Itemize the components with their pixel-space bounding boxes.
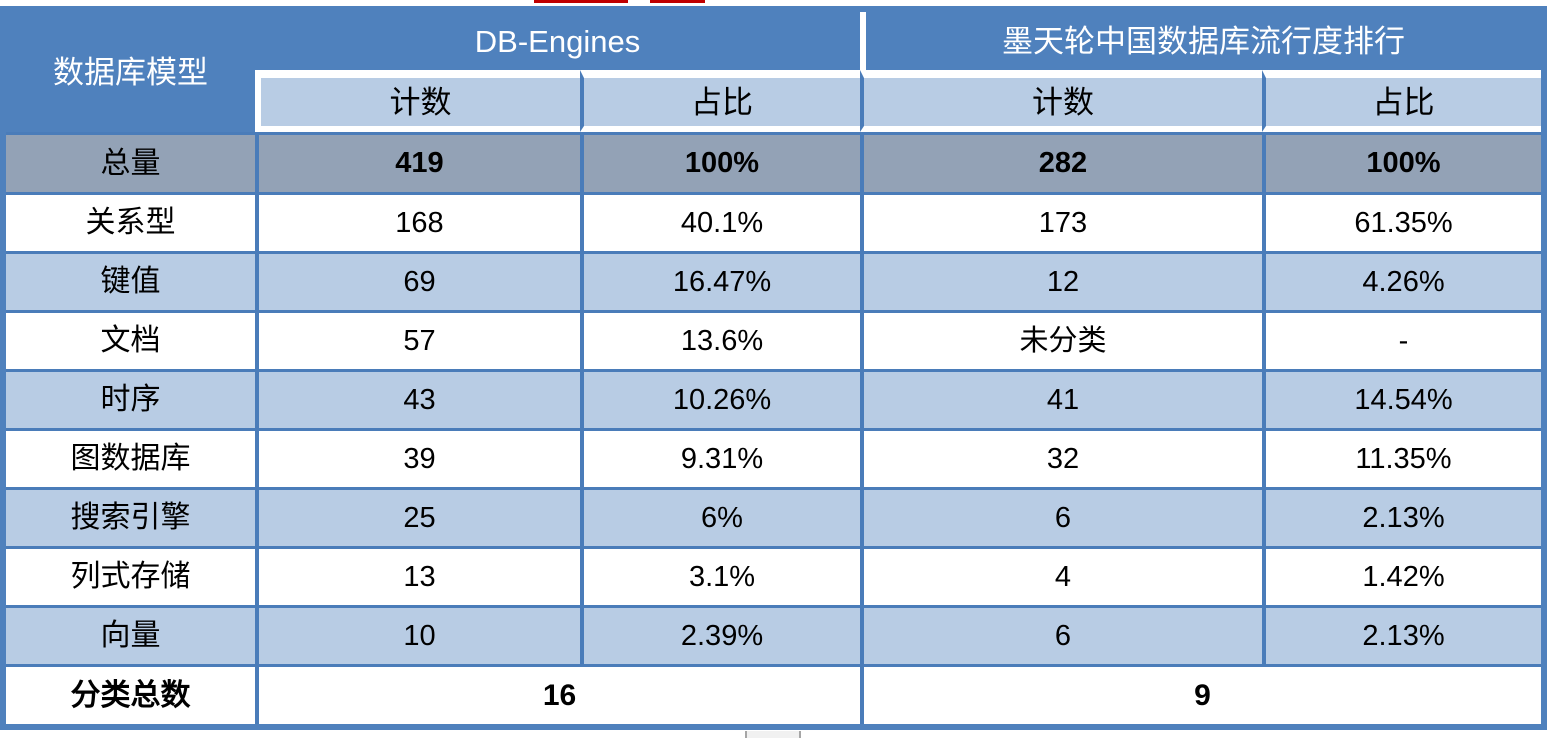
subheader-percent-cell: 占比	[580, 70, 860, 132]
count-cell: 32	[860, 428, 1262, 487]
percent-cell: 3.1%	[580, 546, 860, 605]
percent-cell: 16.47%	[580, 251, 860, 310]
footer-label-cell: 分类总数	[6, 664, 255, 724]
percent-cell: 14.54%	[1262, 369, 1541, 428]
row-label-cell: 键值	[6, 251, 255, 310]
row-label-cell: 文档	[6, 310, 255, 369]
percent-cell: 100%	[1262, 132, 1541, 192]
count-cell: 41	[860, 369, 1262, 428]
row-label-cell: 向量	[6, 605, 255, 664]
percent-cell: 2.13%	[1262, 487, 1541, 546]
percent-cell: 2.13%	[1262, 605, 1541, 664]
count-cell: 10	[255, 605, 580, 664]
cropped-red-underline-artifact	[534, 0, 628, 3]
count-cell: 6	[860, 605, 1262, 664]
count-cell: 4	[860, 546, 1262, 605]
footer-total-categories-motianlun: 9	[860, 664, 1541, 724]
percent-cell: 10.26%	[580, 369, 860, 428]
row-label-cell: 总量	[6, 132, 255, 192]
count-cell: 25	[255, 487, 580, 546]
count-cell: 168	[255, 192, 580, 251]
percent-cell: 1.42%	[1262, 546, 1541, 605]
count-cell: 43	[255, 369, 580, 428]
percent-cell: 2.39%	[580, 605, 860, 664]
count-cell: 39	[255, 428, 580, 487]
count-cell: 13	[255, 546, 580, 605]
row-label-cell: 列式存储	[6, 546, 255, 605]
row-label-cell: 关系型	[6, 192, 255, 251]
section-header-db-engines: DB-Engines	[255, 12, 860, 70]
count-cell: 12	[860, 251, 1262, 310]
count-cell: 173	[860, 192, 1262, 251]
percent-cell: 11.35%	[1262, 428, 1541, 487]
corner-header-cell: 数据库模型	[6, 12, 255, 132]
percent-cell: 100%	[580, 132, 860, 192]
percent-cell: 13.6%	[580, 310, 860, 369]
percent-cell: 40.1%	[580, 192, 860, 251]
footer-total-categories-db-engines: 16	[255, 664, 860, 724]
count-cell: 69	[255, 251, 580, 310]
database-model-comparison-table: 数据库模型 DB-Engines 墨天轮中国数据库流行度排行 计数 占比 计数 …	[0, 6, 1547, 730]
row-label-cell: 时序	[6, 369, 255, 428]
row-label-cell: 搜索引擎	[6, 487, 255, 546]
count-cell: 282	[860, 132, 1262, 192]
percent-cell: 9.31%	[580, 428, 860, 487]
subheader-count-cell: 计数	[860, 70, 1262, 132]
count-cell: 419	[255, 132, 580, 192]
row-label-cell: 图数据库	[6, 428, 255, 487]
percent-cell: 4.26%	[1262, 251, 1541, 310]
subheader-percent-cell: 占比	[1262, 70, 1541, 132]
count-cell: 未分类	[860, 310, 1262, 369]
cropped-red-underline-artifact	[650, 0, 705, 3]
scrollbar-artifact	[745, 731, 801, 738]
count-cell: 6	[860, 487, 1262, 546]
subheader-count-cell: 计数	[255, 70, 580, 132]
section-header-motianlun: 墨天轮中国数据库流行度排行	[860, 12, 1541, 70]
percent-cell: 61.35%	[1262, 192, 1541, 251]
percent-cell: 6%	[580, 487, 860, 546]
percent-cell: -	[1262, 310, 1541, 369]
count-cell: 57	[255, 310, 580, 369]
